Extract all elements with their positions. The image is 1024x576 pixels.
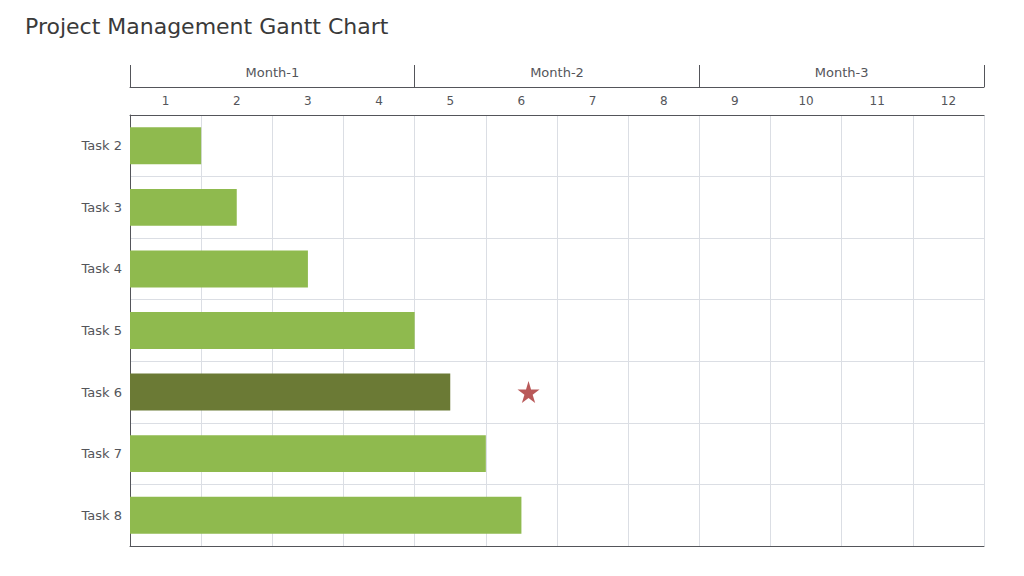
svg-text:Month-1: Month-1 [245, 65, 299, 80]
svg-text:Month-2: Month-2 [530, 65, 584, 80]
svg-text:Task 5: Task 5 [81, 323, 122, 338]
svg-text:3: 3 [304, 94, 312, 108]
svg-text:Month-3: Month-3 [815, 65, 869, 80]
svg-text:11: 11 [870, 94, 885, 108]
svg-text:Project Management Gantt Chart: Project Management Gantt Chart [25, 14, 389, 39]
svg-text:Task 4: Task 4 [81, 261, 122, 276]
svg-text:Task 8: Task 8 [81, 508, 122, 523]
svg-text:1: 1 [162, 94, 170, 108]
svg-text:8: 8 [660, 94, 668, 108]
svg-text:5: 5 [446, 94, 454, 108]
svg-text:7: 7 [589, 94, 597, 108]
svg-text:6: 6 [518, 94, 526, 108]
svg-text:4: 4 [375, 94, 383, 108]
svg-text:Task 2: Task 2 [81, 138, 122, 153]
svg-text:2: 2 [233, 94, 241, 108]
svg-text:Task 3: Task 3 [81, 200, 122, 215]
svg-text:Task 7: Task 7 [81, 446, 122, 461]
svg-text:12: 12 [941, 94, 956, 108]
svg-text:9: 9 [731, 94, 739, 108]
svg-text:Task 6: Task 6 [81, 385, 122, 400]
svg-text:10: 10 [798, 94, 813, 108]
